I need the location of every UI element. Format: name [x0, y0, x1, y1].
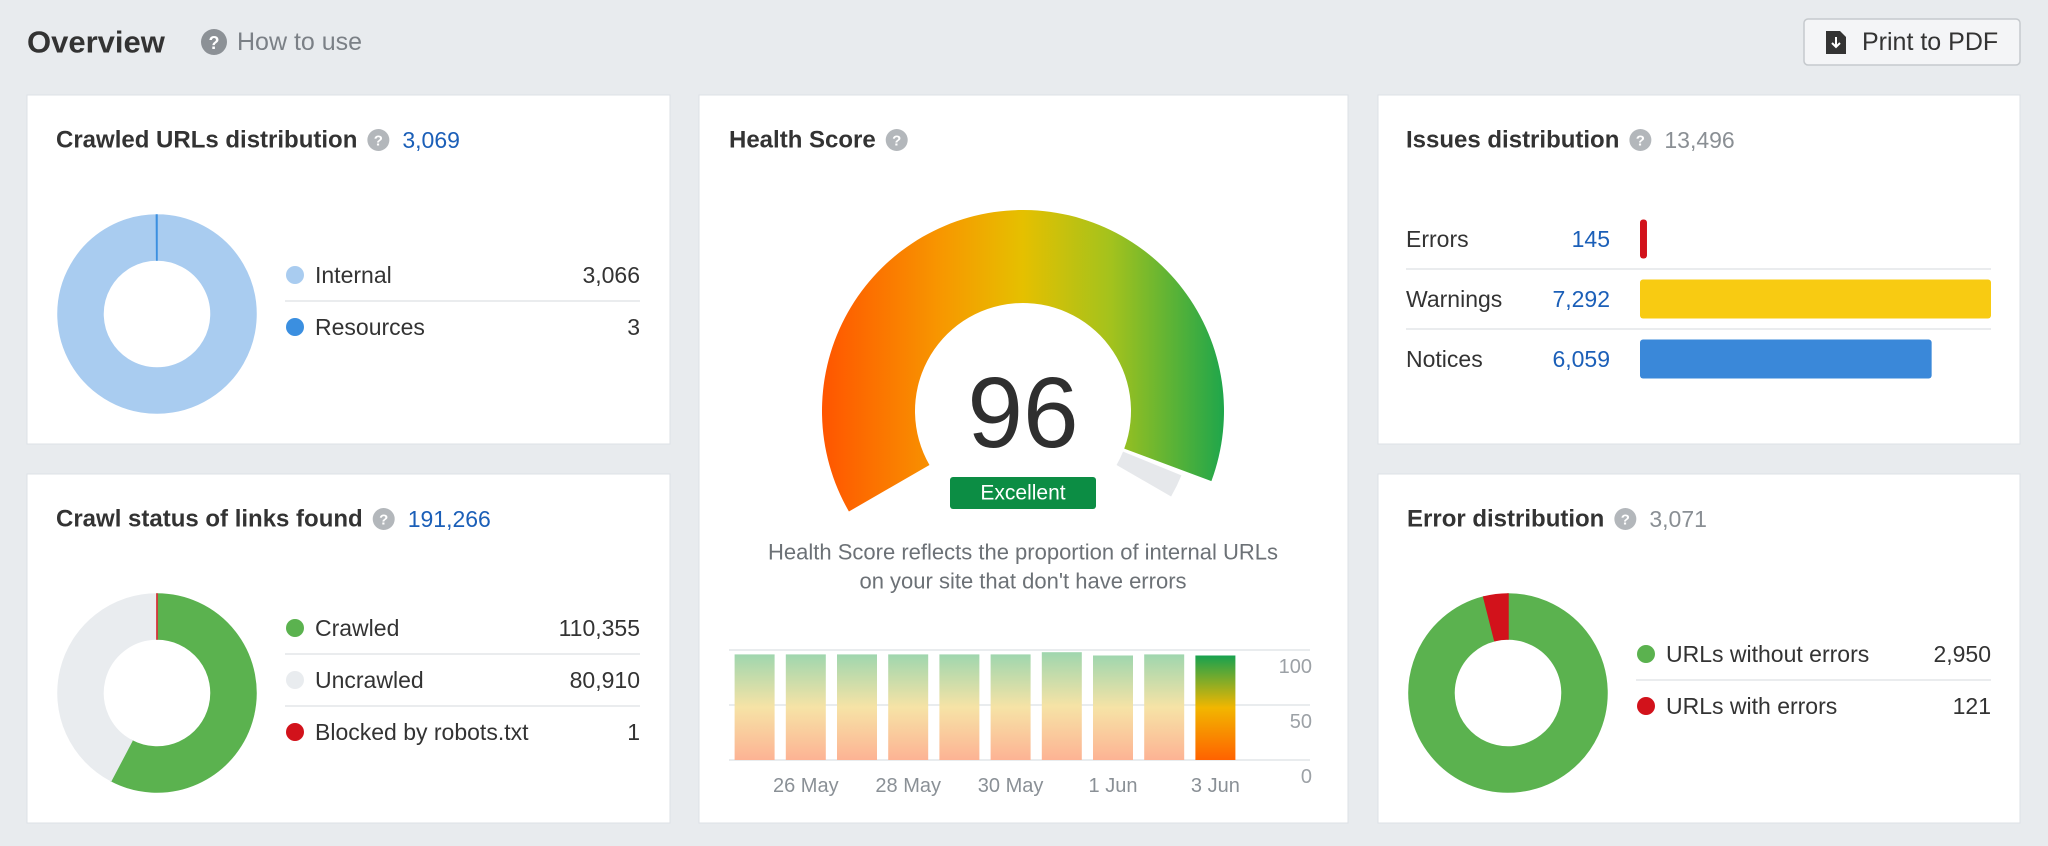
help-icon: ? [885, 129, 908, 151]
legend-dot [286, 266, 304, 284]
help-icon: ? [372, 508, 395, 530]
button-label[interactable]: Print to PDF [1862, 28, 1998, 56]
card-title: Health Score [729, 127, 876, 154]
card-title: Error distribution [1407, 506, 1604, 533]
x-tick-label: 1 Jun [1089, 775, 1138, 797]
legend-label: URLs without errors [1666, 641, 1869, 667]
help-icon-circle [885, 129, 908, 151]
help-icon-glyph: ? [1621, 512, 1630, 529]
issue-bar [1640, 279, 1991, 319]
legend-value: 121 [1953, 693, 1991, 719]
issue-value: 7,292 [1552, 286, 1610, 312]
legend-label: URLs with errors [1666, 693, 1837, 719]
legend-label: Resources [315, 314, 425, 340]
help-icon-glyph: ? [892, 133, 901, 150]
y-tick-label: 0 [1301, 766, 1312, 788]
issue-bar [1640, 339, 1932, 379]
card-title: Issues distribution [1406, 127, 1619, 154]
legend-value: 110,355 [559, 615, 640, 641]
legend-dot [1637, 697, 1655, 715]
history-bar [837, 654, 877, 760]
card-total: 13,496 [1664, 127, 1734, 153]
issue-label: Notices [1406, 346, 1483, 372]
legend-dot [286, 671, 304, 689]
legend-value: 2,950 [1933, 641, 1991, 667]
svg-text:?: ? [209, 33, 220, 53]
donut-segment [109, 593, 257, 793]
gauge-fill [822, 209, 1225, 512]
y-tick-label: 50 [1290, 711, 1312, 733]
issue-value: 6,059 [1552, 346, 1610, 372]
history-bar [734, 654, 775, 760]
help-icon: ? [367, 129, 390, 151]
help-link[interactable]: How to use [237, 28, 362, 56]
legend-label: Uncrawled [315, 667, 424, 693]
history-bar [1144, 654, 1185, 760]
x-tick-label: 30 May [978, 775, 1044, 797]
history-bar [785, 654, 826, 760]
help-icon-glyph: ? [379, 512, 388, 529]
legend-value: 3,066 [582, 262, 640, 288]
legend-label: Blocked by robots.txt [315, 719, 529, 745]
gauge-description: on your site that don't have errors [859, 569, 1186, 594]
legend-value: 80,910 [570, 667, 640, 693]
page-title: Overview [27, 25, 166, 60]
gauge-badge-label: Excellent [980, 482, 1065, 505]
card-total: 3,071 [1649, 506, 1707, 532]
x-tick-label: 3 Jun [1191, 775, 1240, 797]
legend-value: 3 [627, 314, 640, 340]
card-title: Crawl status of links found [56, 506, 363, 533]
donut-segment [57, 593, 158, 782]
issue-value: 145 [1572, 226, 1610, 252]
card-total: 3,069 [402, 127, 460, 153]
help-icon: ? [1614, 508, 1637, 530]
help-icon-circle [1629, 129, 1652, 151]
legend-dot [286, 318, 304, 336]
legend-dot [286, 619, 304, 637]
legend-value: 1 [627, 719, 640, 745]
help-icon-circle [1614, 508, 1637, 530]
legend-dot [286, 723, 304, 741]
gauge-badge [950, 477, 1096, 509]
legend-label: Crawled [315, 615, 399, 641]
gauge-value: 96 [967, 357, 1078, 469]
help-icon[interactable]: ? [201, 29, 227, 55]
x-tick-label: 26 May [773, 775, 839, 797]
issue-bar [1640, 219, 1647, 259]
x-tick-label: 28 May [875, 775, 941, 797]
history-bar [1093, 655, 1133, 760]
legend-dot [1637, 645, 1655, 663]
help-icon-glyph: ? [374, 133, 383, 150]
history-bar [1195, 655, 1236, 760]
donut-segment [1482, 593, 1509, 642]
help-icon-circle [367, 129, 390, 151]
help-icon-glyph: ? [1636, 133, 1645, 150]
issue-label: Errors [1406, 226, 1469, 252]
donut-segment [57, 214, 257, 414]
donut-segment [1408, 593, 1608, 793]
print-button[interactable]: Print to PDF [1803, 18, 2021, 66]
history-bar [1041, 652, 1082, 760]
donut-segment [155, 214, 158, 261]
help-icon: ? [1629, 129, 1652, 151]
history-bar [939, 654, 980, 760]
issue-label: Warnings [1406, 286, 1502, 312]
gauge-description: Health Score reflects the proportion of … [768, 540, 1278, 565]
card-title: Crawled URLs distribution [56, 127, 357, 154]
y-tick-label: 100 [1279, 656, 1312, 678]
help-icon-circle [372, 508, 395, 530]
legend-label: Internal [315, 262, 392, 288]
history-bar [888, 654, 929, 760]
gauge-rest [1116, 451, 1182, 497]
history-bar [990, 654, 1031, 760]
card-total: 191,266 [408, 506, 491, 532]
